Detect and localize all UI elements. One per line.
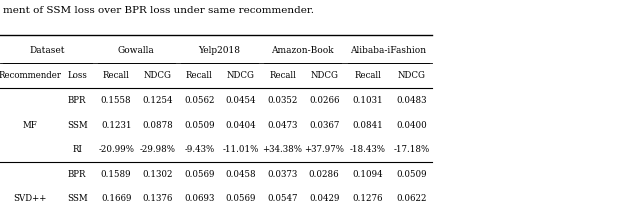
Text: -18.43%: -18.43% <box>350 145 386 154</box>
Text: 0.0509: 0.0509 <box>397 170 427 179</box>
Text: 0.1031: 0.1031 <box>353 96 383 105</box>
Text: SSM: SSM <box>67 194 88 203</box>
Text: 0.0286: 0.0286 <box>309 170 339 179</box>
Text: 0.0569: 0.0569 <box>184 170 214 179</box>
Text: 0.1276: 0.1276 <box>353 194 383 203</box>
Text: MF: MF <box>22 121 37 130</box>
Text: Loss: Loss <box>67 71 87 80</box>
Text: 0.1254: 0.1254 <box>143 96 173 105</box>
Text: 0.0483: 0.0483 <box>397 96 427 105</box>
Text: -29.98%: -29.98% <box>140 145 176 154</box>
Text: 0.0547: 0.0547 <box>268 194 298 203</box>
Text: -9.43%: -9.43% <box>184 145 214 154</box>
Text: 0.0404: 0.0404 <box>226 121 256 130</box>
Text: 0.0352: 0.0352 <box>268 96 298 105</box>
Text: 0.0569: 0.0569 <box>226 194 256 203</box>
Text: SVD++: SVD++ <box>13 194 47 203</box>
Text: 0.1589: 0.1589 <box>101 170 131 179</box>
Text: 0.0454: 0.0454 <box>226 96 256 105</box>
Text: 0.1094: 0.1094 <box>353 170 383 179</box>
Text: ment of SSM loss over BPR loss under same recommender.: ment of SSM loss over BPR loss under sam… <box>3 6 314 15</box>
Text: NDCG: NDCG <box>310 71 338 80</box>
Text: 0.0473: 0.0473 <box>268 121 298 130</box>
Text: BPR: BPR <box>68 170 86 179</box>
Text: 0.0266: 0.0266 <box>309 96 339 105</box>
Text: 0.1669: 0.1669 <box>101 194 131 203</box>
Text: -17.18%: -17.18% <box>394 145 430 154</box>
Text: Dataset: Dataset <box>29 46 65 56</box>
Text: 0.0878: 0.0878 <box>142 121 173 130</box>
Text: 0.0509: 0.0509 <box>184 121 214 130</box>
Text: 0.0400: 0.0400 <box>396 121 428 130</box>
Text: Recall: Recall <box>355 71 381 80</box>
Text: 0.0373: 0.0373 <box>268 170 298 179</box>
Text: 0.1376: 0.1376 <box>143 194 173 203</box>
Text: 0.0693: 0.0693 <box>184 194 214 203</box>
Text: NDCG: NDCG <box>398 71 426 80</box>
Text: RI: RI <box>72 145 82 154</box>
Text: NDCG: NDCG <box>227 71 255 80</box>
Text: Gowalla: Gowalla <box>118 46 155 56</box>
Text: 0.0429: 0.0429 <box>309 194 339 203</box>
Text: Recall: Recall <box>269 71 296 80</box>
Text: Recall: Recall <box>103 71 129 80</box>
Text: Amazon-Book: Amazon-Book <box>271 46 334 56</box>
Text: +37.97%: +37.97% <box>304 145 344 154</box>
Text: 0.0841: 0.0841 <box>353 121 383 130</box>
Text: Recall: Recall <box>186 71 212 80</box>
Text: SSM: SSM <box>67 121 88 130</box>
Text: 0.0458: 0.0458 <box>226 170 256 179</box>
Text: 0.0622: 0.0622 <box>397 194 427 203</box>
Text: BPR: BPR <box>68 96 86 105</box>
Text: Alibaba-iFashion: Alibaba-iFashion <box>350 46 426 56</box>
Text: 0.1558: 0.1558 <box>101 96 131 105</box>
Text: +34.38%: +34.38% <box>262 145 303 154</box>
Text: Yelp2018: Yelp2018 <box>198 46 241 56</box>
Text: 0.0367: 0.0367 <box>309 121 339 130</box>
Text: 0.1302: 0.1302 <box>143 170 173 179</box>
Text: Recommender: Recommender <box>0 71 61 80</box>
Text: -11.01%: -11.01% <box>223 145 259 154</box>
Text: 0.1231: 0.1231 <box>101 121 131 130</box>
Text: NDCG: NDCG <box>144 71 172 80</box>
Text: -20.99%: -20.99% <box>98 145 134 154</box>
Text: 0.0562: 0.0562 <box>184 96 214 105</box>
